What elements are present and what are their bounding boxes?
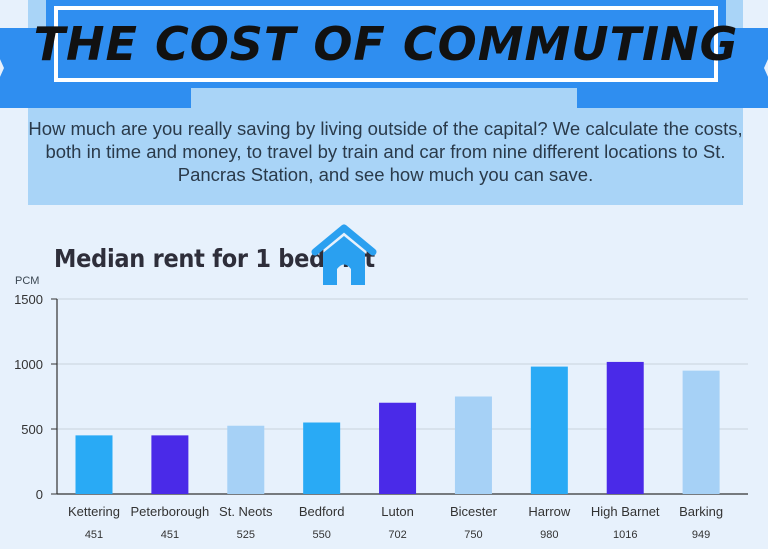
x-tick-label: Bedford (299, 504, 345, 519)
ribbon-tail-right (722, 28, 768, 108)
bar-value-label: 1016 (613, 529, 637, 541)
bar-value-label: 949 (692, 529, 710, 541)
bar-value-label: 980 (540, 529, 558, 541)
ribbon-fold-left (46, 88, 191, 108)
bar (606, 361, 644, 494)
x-tick-label: Barking (679, 504, 723, 519)
bar (151, 435, 189, 494)
bar-value-label: 702 (388, 529, 406, 541)
bar-value-label: 451 (161, 529, 179, 541)
bar (530, 366, 568, 494)
bar-value-label: 750 (464, 529, 482, 541)
bar-value-label: 550 (312, 529, 330, 541)
x-tick-label: High Barnet (591, 504, 660, 519)
ribbon-tail-left (0, 28, 46, 108)
x-tick-label: Peterborough (130, 504, 209, 519)
y-axis-unit-label: PCM (15, 275, 40, 287)
title-frame: THE COST OF COMMUTING (34, 6, 737, 82)
bar (454, 396, 492, 494)
y-tick-label: 0 (36, 487, 43, 502)
intro-text: How much are you really saving by living… (28, 118, 743, 185)
bar (379, 402, 417, 494)
bar-value-label: 451 (85, 529, 103, 541)
page-title: THE COST OF COMMUTING (33, 17, 739, 71)
bar (75, 435, 113, 494)
x-tick-label: Harrow (528, 504, 571, 519)
bar (682, 370, 720, 494)
x-tick-label: Luton (381, 504, 414, 519)
title-banner: THE COST OF COMMUTING (34, 0, 737, 88)
y-tick-label: 500 (21, 422, 43, 437)
house-icon (311, 224, 377, 285)
y-tick-label: 1500 (14, 292, 43, 307)
x-tick-label: Bicester (450, 504, 498, 519)
x-tick-label: Kettering (68, 504, 120, 519)
ribbon-fold-right (577, 88, 722, 108)
bar-value-label: 525 (237, 529, 255, 541)
x-tick-label: St. Neots (219, 504, 273, 519)
bar (303, 422, 341, 494)
bar (227, 425, 265, 494)
y-tick-label: 1000 (14, 357, 43, 372)
